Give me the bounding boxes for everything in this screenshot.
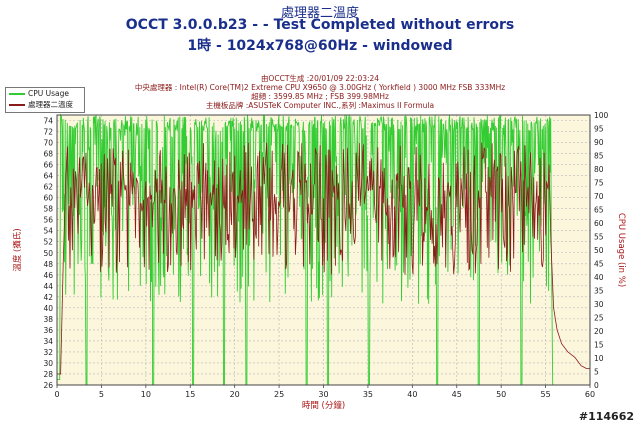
x-axis-title: 時間 (分鐘) xyxy=(302,400,345,411)
y-right-tick-label: 30 xyxy=(594,300,604,309)
y-right-tick-label: 75 xyxy=(594,179,604,188)
y-right-tick-label: 20 xyxy=(594,327,604,336)
y-left-tick-label: 26 xyxy=(43,381,53,390)
y-right-tick-label: 35 xyxy=(594,287,604,296)
cpu-info: 中央處理器 : Intel(R) Core(TM)2 Extreme CPU X… xyxy=(134,83,506,92)
y-right-tick-label: 100 xyxy=(594,111,609,120)
x-tick-label: 30 xyxy=(318,390,328,399)
legend-item-temperature: 處理器二溫度 xyxy=(6,99,84,110)
chart-legend: CPU Usage 處理器二溫度 xyxy=(5,87,85,113)
y-right-tick-label: 10 xyxy=(594,354,604,363)
clock-info: 超頻 : 3599.85 MHz ; FSB 399.98MHz xyxy=(251,92,389,101)
x-tick-label: 0 xyxy=(54,390,59,399)
y-right-tick-label: 45 xyxy=(594,260,604,269)
y-left-tick-label: 66 xyxy=(43,161,53,170)
legend-swatch-cpu-usage xyxy=(9,93,25,95)
y-left-tick-label: 70 xyxy=(43,139,53,148)
x-tick-label: 60 xyxy=(585,390,595,399)
x-tick-label: 15 xyxy=(185,390,195,399)
y-right-tick-label: 15 xyxy=(594,341,604,350)
x-tick-label: 40 xyxy=(407,390,417,399)
y-right-tick-label: 85 xyxy=(594,152,604,161)
y-left-tick-label: 36 xyxy=(43,326,53,335)
y-right-tick-label: 0 xyxy=(594,381,599,390)
x-tick-label: 20 xyxy=(230,390,240,399)
y-right-tick-label: 60 xyxy=(594,219,604,228)
chart-title-sensor: 處理器二溫度 xyxy=(280,6,359,21)
legend-label-temperature: 處理器二溫度 xyxy=(28,100,73,109)
y-left-tick-label: 62 xyxy=(43,183,53,192)
y-right-tick-label: 40 xyxy=(594,273,604,282)
legend-item-cpu-usage: CPU Usage xyxy=(6,88,84,99)
y-right-tick-label: 65 xyxy=(594,206,604,215)
y-right-tick-label: 70 xyxy=(594,192,604,201)
board-info: 主機板品牌 :ASUSTeK Computer INC.,系列 :Maximus… xyxy=(205,101,435,110)
y-right-tick-label: 95 xyxy=(594,125,604,134)
y-left-tick-label: 48 xyxy=(43,260,53,269)
y-left-tick-label: 44 xyxy=(43,282,53,291)
y-left-axis-title: 溫度 (攝氏) xyxy=(12,228,23,271)
legend-label-cpu-usage: CPU Usage xyxy=(28,89,70,98)
y-left-tick-label: 34 xyxy=(43,337,53,346)
y-left-tick-label: 64 xyxy=(43,172,53,181)
x-tick-label: 55 xyxy=(540,390,550,399)
watermark: #114662 xyxy=(578,410,634,423)
y-left-tick-label: 38 xyxy=(43,315,53,324)
y-left-tick-label: 68 xyxy=(43,150,53,159)
y-left-tick-label: 46 xyxy=(43,271,53,280)
y-right-tick-label: 55 xyxy=(594,233,604,242)
y-left-tick-label: 72 xyxy=(43,128,53,137)
x-tick-label: 10 xyxy=(141,390,151,399)
chart-title-test: OCCT 3.0.0.b23 - - Test Completed withou… xyxy=(125,17,515,33)
y-left-tick-label: 60 xyxy=(43,194,53,203)
legend-swatch-temperature xyxy=(9,104,25,106)
y-left-tick-label: 52 xyxy=(43,238,53,247)
y-left-tick-label: 54 xyxy=(43,227,53,236)
y-left-tick-label: 50 xyxy=(43,249,53,258)
y-right-tick-label: 90 xyxy=(594,138,604,147)
y-right-tick-label: 80 xyxy=(594,165,604,174)
x-tick-label: 45 xyxy=(452,390,462,399)
x-tick-label: 25 xyxy=(274,390,284,399)
generated-info: 由OCCT生成 :20/01/09 22:03:24 xyxy=(260,74,380,83)
y-left-tick-label: 40 xyxy=(43,304,53,313)
y-left-tick-label: 58 xyxy=(43,205,53,214)
y-left-tick-label: 30 xyxy=(43,359,53,368)
y-left-tick-label: 32 xyxy=(43,348,53,357)
chart-title-duration: 1時 - 1024x768@60Hz - windowed xyxy=(187,38,453,54)
y-right-axis-title: CPU Usage (in %) xyxy=(616,213,626,287)
x-tick-label: 5 xyxy=(99,390,104,399)
y-right-tick-label: 25 xyxy=(594,314,604,323)
y-left-tick-label: 56 xyxy=(43,216,53,225)
y-right-tick-label: 5 xyxy=(594,368,599,377)
y-left-tick-label: 28 xyxy=(43,370,53,379)
x-tick-label: 35 xyxy=(363,390,373,399)
series-line-temperature xyxy=(57,142,590,375)
y-left-tick-label: 42 xyxy=(43,293,53,302)
y-left-tick-label: 74 xyxy=(43,117,53,126)
x-tick-label: 50 xyxy=(496,390,506,399)
y-right-tick-label: 50 xyxy=(594,246,604,255)
